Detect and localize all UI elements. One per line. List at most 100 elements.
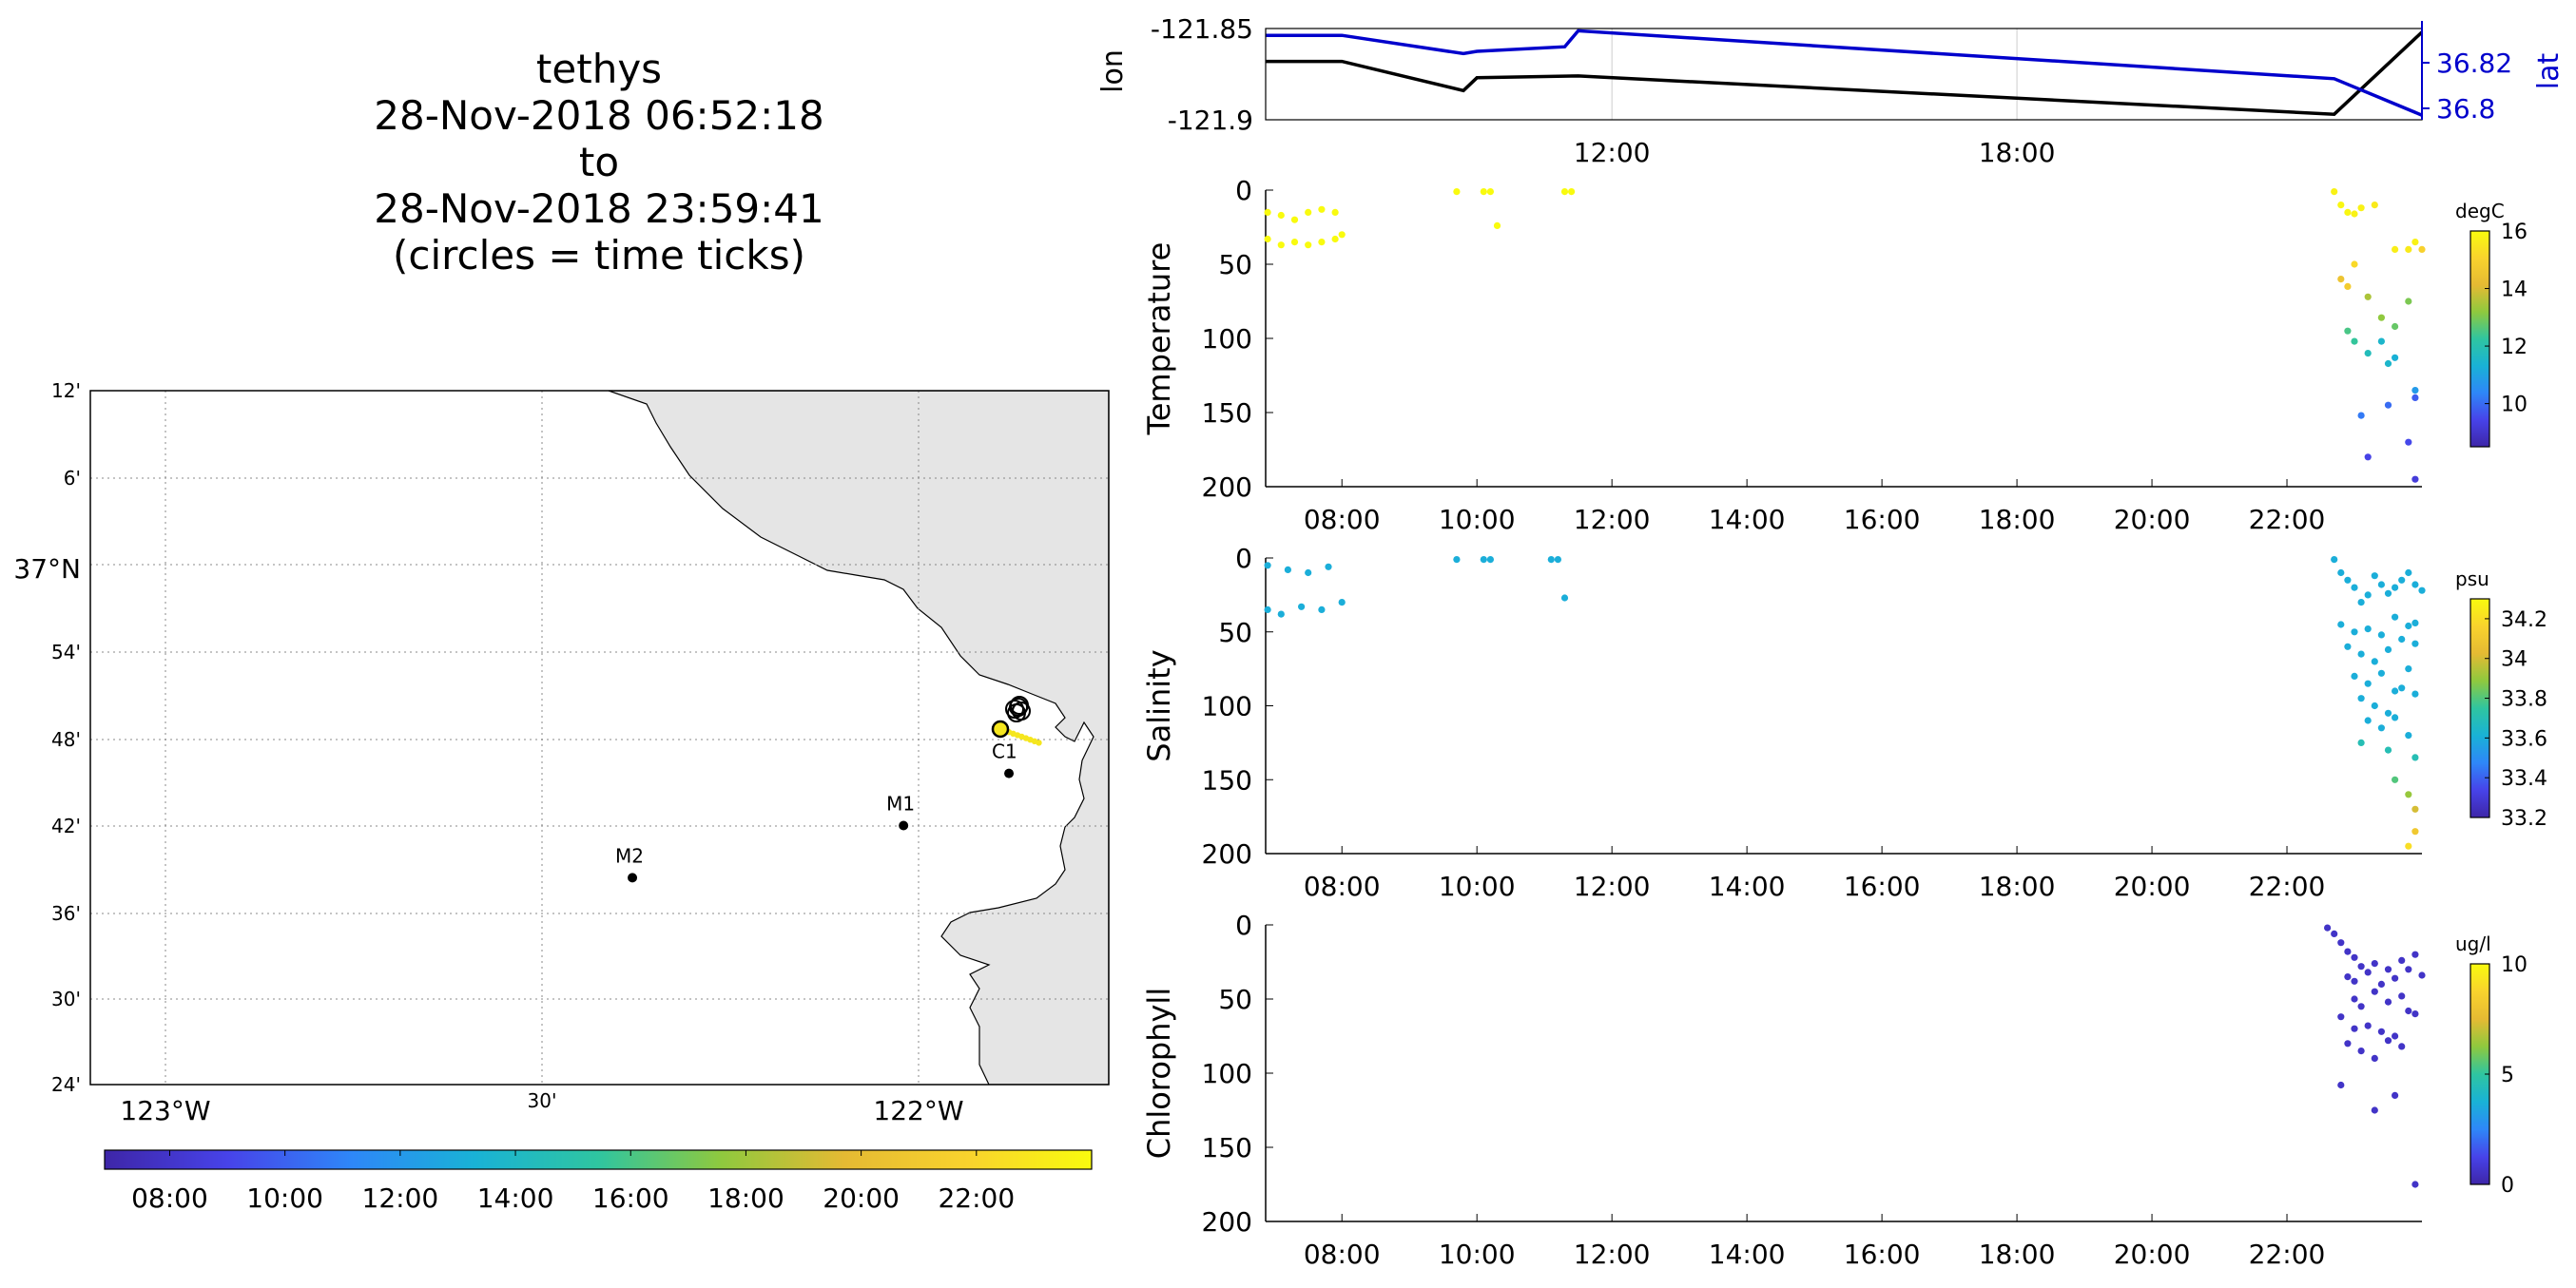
colorbar-tick-label: 10 xyxy=(2501,394,2528,417)
y-tick-label: 200 xyxy=(1202,1206,1252,1238)
data-point xyxy=(2384,589,2392,597)
data-point xyxy=(1305,568,1312,577)
title-start-time: 28-Nov-2018 06:52:18 xyxy=(374,92,824,139)
data-point xyxy=(2364,1022,2372,1029)
lat-label: 12' xyxy=(51,379,81,402)
data-point xyxy=(2377,980,2385,988)
lat-series-line xyxy=(1266,29,2423,117)
data-point xyxy=(2405,298,2412,305)
data-point xyxy=(2405,842,2412,850)
data-point xyxy=(1560,594,1569,602)
data-point xyxy=(2357,963,2365,971)
data-point xyxy=(2351,977,2358,985)
colorbar-tick-label: 10:00 xyxy=(246,1182,323,1214)
data-point xyxy=(2411,239,2419,246)
data-point xyxy=(2364,293,2372,300)
data-point xyxy=(1568,188,1576,196)
data-point xyxy=(2405,665,2412,673)
position-x-tick-label: 12:00 xyxy=(1574,137,1651,168)
data-point xyxy=(2351,1025,2358,1032)
title-note: (circles = time ticks) xyxy=(393,232,805,279)
data-point xyxy=(2411,828,2419,836)
x-tick-label: 12:00 xyxy=(1574,871,1651,902)
data-point xyxy=(2344,948,2352,955)
data-point xyxy=(1290,239,1299,246)
data-point xyxy=(2377,669,2385,677)
time-tick-circle xyxy=(1010,696,1029,715)
data-point xyxy=(2384,998,2392,1006)
lat-label: 30' xyxy=(51,988,81,1010)
data-point xyxy=(2384,746,2392,754)
mooring-label: M1 xyxy=(886,793,915,816)
data-point xyxy=(2344,282,2352,290)
x-tick-label: 08:00 xyxy=(1304,1239,1381,1270)
figure-title: tethys 28-Nov-2018 06:52:18 to 28-Nov-20… xyxy=(285,46,913,279)
data-point xyxy=(2405,568,2412,577)
colorbar-tick-label: 33.8 xyxy=(2501,688,2547,712)
vehicle-track xyxy=(991,696,1042,746)
data-point xyxy=(2364,680,2372,687)
data-point xyxy=(1486,188,1494,196)
position-lines xyxy=(1266,29,2424,117)
data-point xyxy=(2351,584,2358,591)
data-point xyxy=(2411,690,2419,698)
x-tick-label: 14:00 xyxy=(1709,1239,1786,1270)
map-panel: 12' 6' 37°N 54' 48' 42' 36' 30' 24' 123°… xyxy=(13,379,1110,1214)
x-tick-label: 20:00 xyxy=(2114,871,2191,902)
data-point xyxy=(2351,995,2358,1003)
x-tick-label: 16:00 xyxy=(1844,1239,1921,1270)
data-point xyxy=(2337,1013,2345,1021)
data-point xyxy=(1554,556,1561,564)
data-point xyxy=(2377,631,2385,639)
data-point xyxy=(2351,628,2358,636)
data-point xyxy=(2371,1106,2378,1114)
mooring-marker-m1 xyxy=(899,820,909,831)
mooring-label: M2 xyxy=(615,844,644,867)
land-area xyxy=(608,391,1109,1085)
data-point xyxy=(2405,732,2412,740)
data-point xyxy=(2357,650,2365,658)
data-point xyxy=(2351,337,2358,345)
data-point xyxy=(1331,235,1339,243)
data-point xyxy=(2411,1181,2419,1188)
data-point xyxy=(2357,412,2365,419)
y-tick-label: 50 xyxy=(1218,984,1252,1015)
y-tick-label: 100 xyxy=(1202,691,1252,722)
data-point xyxy=(2411,754,2419,761)
data-point xyxy=(2344,208,2352,216)
data-point xyxy=(1277,610,1285,618)
data-point xyxy=(2357,1003,2365,1010)
data-point xyxy=(2344,327,2352,335)
data-point xyxy=(2371,702,2378,710)
data-point xyxy=(2364,453,2372,461)
data-point xyxy=(2392,974,2399,982)
data-point xyxy=(2411,581,2419,588)
map-frame xyxy=(89,390,1110,1086)
lat-label: 36' xyxy=(51,902,81,925)
lon-tick-label: -121.9 xyxy=(1168,105,1253,136)
lat-label: 6' xyxy=(64,467,81,490)
lon-label: 30' xyxy=(528,1089,557,1112)
data-point xyxy=(2392,613,2399,621)
data-point xyxy=(2351,210,2358,218)
data-point xyxy=(2384,359,2392,368)
data-point xyxy=(2331,930,2338,938)
data-point xyxy=(2398,1043,2406,1050)
data-point xyxy=(2405,245,2412,253)
data-point xyxy=(2392,776,2399,783)
data-point xyxy=(1560,188,1569,196)
data-point xyxy=(1338,599,1346,606)
data-point xyxy=(2398,956,2406,965)
value-colorbar xyxy=(2469,230,2490,448)
time-colorbar-ticks: 08:00 10:00 12:00 14:00 16:00 18:00 20:00 22:00 xyxy=(131,1150,1015,1214)
data-point xyxy=(2371,572,2378,580)
data-point xyxy=(1264,606,1271,614)
data-point xyxy=(2371,988,2378,995)
y-tick-label: 50 xyxy=(1218,249,1252,280)
lon-axis-label: lon xyxy=(1096,49,1130,93)
lat-tick-label: 36.8 xyxy=(2436,93,2495,125)
y-axis-label: Salinity xyxy=(1141,649,1177,761)
colorbar-tick-label: 5 xyxy=(2501,1064,2514,1087)
colorbar-tick-label: 33.2 xyxy=(2501,807,2547,831)
data-point xyxy=(2411,475,2419,483)
